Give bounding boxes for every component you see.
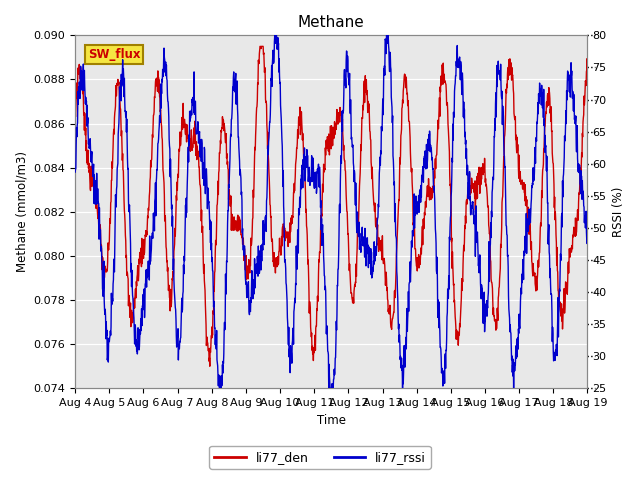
Legend: li77_den, li77_rssi: li77_den, li77_rssi bbox=[209, 446, 431, 469]
Text: SW_flux: SW_flux bbox=[88, 48, 140, 60]
X-axis label: Time: Time bbox=[317, 414, 346, 427]
Y-axis label: RSSI (%): RSSI (%) bbox=[612, 187, 625, 237]
Y-axis label: Methane (mmol/m3): Methane (mmol/m3) bbox=[15, 151, 28, 272]
Title: Methane: Methane bbox=[298, 15, 365, 30]
